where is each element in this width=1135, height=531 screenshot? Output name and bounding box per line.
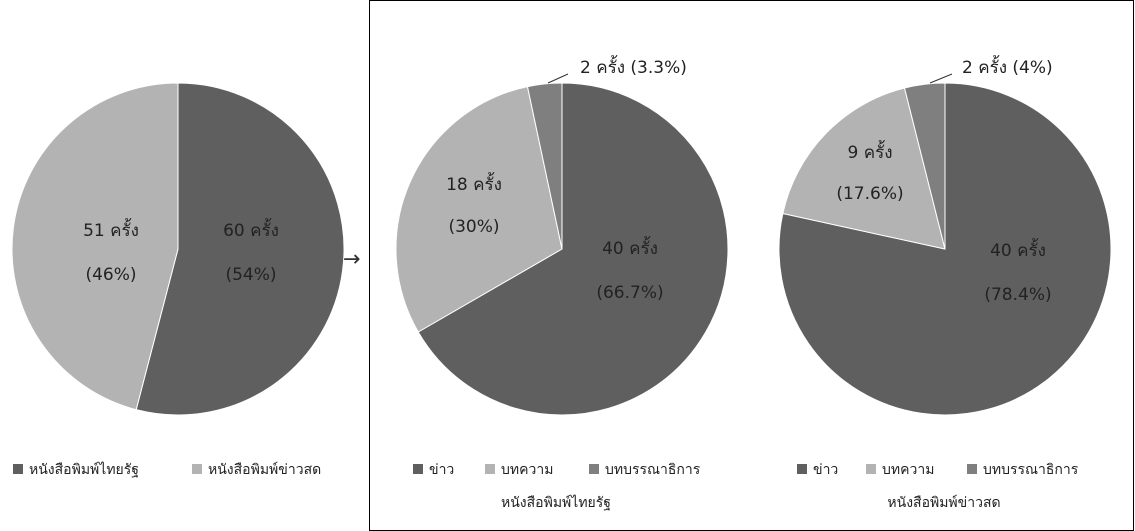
legend-item-label: บทบรรณาธิการ bbox=[983, 462, 1079, 478]
legend-item-label: หนังสือพิมพ์ข่าวสด bbox=[208, 461, 321, 478]
legend-swatch bbox=[13, 464, 23, 474]
slice-label-outside: 2 ครั้ง (4%) bbox=[962, 55, 1053, 78]
slice-label-count: 9 ครั้ง bbox=[847, 140, 892, 163]
legend-swatch bbox=[192, 464, 202, 474]
slice-label-count: 40 ครั้ง bbox=[602, 236, 658, 259]
slice-label-pct: (17.6%) bbox=[836, 184, 903, 204]
chart-title: หนังสือพิมพ์ข่าวสด bbox=[887, 494, 1000, 511]
legend-item-label: ข่าว bbox=[813, 462, 838, 478]
slice-label-pct: (66.7%) bbox=[596, 283, 663, 303]
legend-swatch bbox=[485, 464, 495, 474]
legend-item-label: ข่าว bbox=[429, 462, 454, 478]
legend-item-label: หนังสือพิมพ์ไทยรัฐ bbox=[29, 461, 139, 478]
chart-title: หนังสือพิมพ์ไทยรัฐ bbox=[501, 494, 611, 511]
leader-line bbox=[929, 73, 953, 84]
pie-slice-2 bbox=[782, 87, 946, 250]
slice-label-pct: (54%) bbox=[225, 265, 276, 285]
legend-swatch bbox=[967, 464, 977, 474]
legend-item-label: บทความ bbox=[882, 462, 934, 478]
pie-slice-1 bbox=[417, 82, 729, 416]
pie-chart-overall: 60 ครั้ง (54%) 51 ครั้ง (46%) หนังสือพิม… bbox=[11, 82, 345, 478]
pie-slice-2 bbox=[11, 82, 179, 411]
arrow-icon: → bbox=[342, 247, 360, 272]
slice-label-pct: (30%) bbox=[448, 217, 499, 237]
legend-swatch bbox=[866, 464, 876, 474]
slice-label-pct: (46%) bbox=[85, 265, 136, 285]
pie-slice-1 bbox=[135, 82, 345, 416]
leader-line bbox=[547, 73, 569, 84]
slice-label-count: 18 ครั้ง bbox=[446, 172, 502, 195]
pie-slice-3 bbox=[903, 82, 946, 250]
slice-label-count: 51 ครั้ง bbox=[83, 218, 139, 241]
legend-swatch bbox=[797, 464, 807, 474]
legend-swatch bbox=[413, 464, 423, 474]
legend-item-label: บทบรรณาธิการ bbox=[605, 462, 701, 478]
slice-label-pct: (78.4%) bbox=[984, 285, 1051, 305]
slice-label-outside: 2 ครั้ง (3.3%) bbox=[580, 55, 687, 78]
pie-slice-2 bbox=[395, 86, 563, 333]
legend-swatch bbox=[589, 464, 599, 474]
pie-slice-3 bbox=[526, 82, 563, 250]
slice-label-count: 60 ครั้ง bbox=[223, 218, 279, 241]
pie-chart-khaosod: 40 ครั้ง (78.4%) 9 ครั้ง (17.6%) 2 ครั้ง… bbox=[778, 55, 1112, 511]
legend-item-label: บทความ bbox=[501, 462, 553, 478]
pie-chart-thairath: 40 ครั้ง (66.7%) 18 ครั้ง (30%) 2 ครั้ง … bbox=[395, 55, 729, 511]
slice-label-count: 40 ครั้ง bbox=[990, 238, 1046, 261]
